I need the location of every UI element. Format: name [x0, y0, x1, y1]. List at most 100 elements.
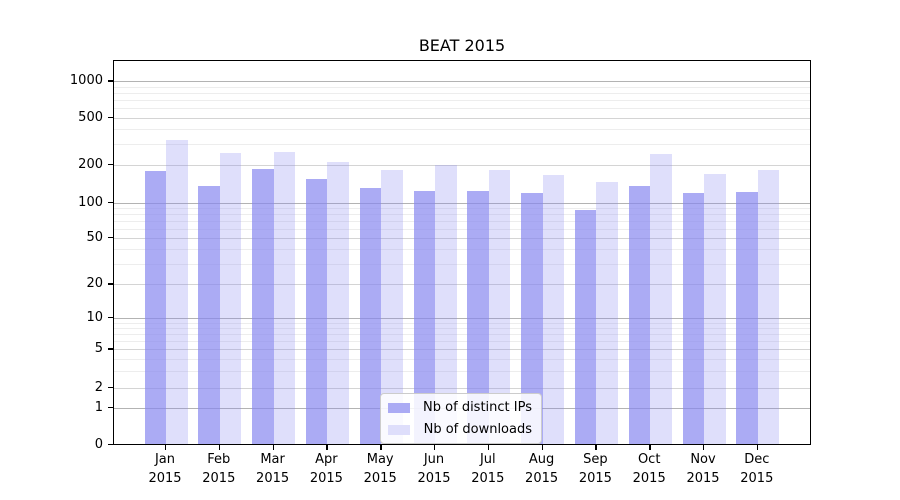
- y-tick-mark: [108, 237, 113, 239]
- x-tick-mark: [649, 445, 651, 450]
- x-tick-label: Jun 2015: [417, 452, 451, 486]
- gridline-minor: [114, 228, 810, 230]
- y-tick-mark: [108, 163, 113, 166]
- gridline-minor: [114, 263, 810, 265]
- bar-downloads: [166, 140, 188, 444]
- gridline-major: [114, 284, 810, 286]
- bar-downloads: [757, 169, 780, 444]
- bar-distinct-ips: [467, 191, 489, 444]
- gridline-minor: [114, 86, 810, 88]
- y-tick-label: 100: [78, 195, 103, 210]
- gridline-minor: [114, 214, 810, 216]
- bar-downloads: [596, 182, 618, 444]
- gridline-major: [114, 81, 810, 83]
- gridline-major: [114, 349, 810, 351]
- x-tick-mark: [487, 445, 490, 450]
- gridline-minor: [114, 221, 810, 222]
- y-tick-label: 10: [86, 309, 103, 325]
- bar-downloads: [219, 153, 242, 444]
- bar-downloads: [542, 174, 565, 444]
- legend: Nb of distinct IPs Nb of downloads: [380, 393, 542, 444]
- x-tick-mark: [756, 445, 759, 450]
- x-tick-label: Oct 2015: [632, 452, 666, 486]
- y-tick-mark: [108, 283, 113, 285]
- gridline-major: [114, 317, 810, 319]
- y-tick-label: 5: [94, 341, 103, 357]
- x-tick-label: May 2015: [363, 452, 397, 486]
- y-tick-mark: [108, 406, 113, 409]
- x-tick-mark: [165, 445, 167, 450]
- y-tick-mark: [108, 348, 113, 350]
- y-tick-label: 50: [86, 230, 103, 245]
- x-tick-mark: [326, 445, 328, 450]
- gridline-minor: [114, 327, 810, 329]
- gridline-major: [114, 164, 810, 166]
- x-tick-label: Aug 2015: [525, 452, 559, 486]
- x-tick-label: Nov 2015: [686, 452, 720, 486]
- gridline-minor: [114, 208, 810, 210]
- x-tick-mark: [595, 445, 597, 450]
- x-tick-label: Jan 2015: [148, 452, 182, 486]
- x-tick-mark: [218, 445, 221, 450]
- bar-distinct-ips: [252, 169, 274, 444]
- y-tick-label: 2: [94, 379, 103, 395]
- x-tick-label: Feb 2015: [202, 452, 236, 486]
- y-tick-mark: [108, 444, 113, 446]
- gridline-minor: [114, 144, 810, 145]
- bar-distinct-ips: [521, 193, 543, 444]
- bar-distinct-ips: [144, 170, 166, 444]
- legend-item: Nb of downloads: [388, 422, 532, 437]
- y-tick-mark: [108, 202, 113, 204]
- bar-distinct-ips: [305, 178, 328, 444]
- gridline-minor: [114, 322, 810, 324]
- gridline-minor: [114, 334, 810, 335]
- x-tick-label: Apr 2015: [309, 452, 343, 486]
- y-tick-label: 0: [94, 437, 103, 452]
- x-tick-mark: [703, 445, 705, 450]
- legend-label: Nb of downloads: [423, 422, 532, 437]
- bar-distinct-ips: [359, 188, 382, 444]
- bar-downloads: [435, 164, 457, 444]
- y-tick-label: 1: [94, 399, 103, 415]
- x-tick-mark: [434, 445, 436, 450]
- bar-distinct-ips: [574, 209, 597, 444]
- y-tick-label: 1000: [69, 73, 103, 89]
- gridline-minor: [114, 93, 810, 95]
- y-tick-mark: [108, 316, 113, 319]
- bar-distinct-ips: [628, 185, 651, 444]
- gridline-minor: [114, 370, 810, 372]
- bar-distinct-ips: [413, 190, 435, 444]
- gridline-minor: [114, 341, 810, 342]
- x-tick-label: Jul 2015: [471, 452, 505, 486]
- gridline-minor: [114, 129, 810, 131]
- x-tick-mark: [380, 445, 382, 450]
- gridline-minor: [114, 100, 810, 102]
- legend-swatch-distinct-ips: [388, 402, 410, 413]
- gridline-major: [114, 118, 810, 119]
- bar-distinct-ips: [198, 186, 220, 444]
- gridline-minor: [114, 249, 810, 251]
- y-tick-mark: [108, 386, 113, 389]
- y-tick-label: 20: [86, 276, 103, 292]
- chart-title: BEAT 2015: [418, 36, 506, 55]
- legend-item: Nb of distinct IPs: [388, 400, 532, 415]
- y-tick-label: 500: [78, 110, 103, 125]
- x-tick-mark: [541, 445, 543, 450]
- bar-downloads: [704, 173, 726, 444]
- gridline-major: [114, 203, 810, 204]
- x-tick-label: Dec 2015: [740, 452, 774, 486]
- legend-swatch-downloads: [388, 424, 410, 435]
- x-tick-mark: [272, 445, 274, 450]
- bar-downloads: [327, 162, 349, 444]
- y-tick-mark: [108, 80, 113, 82]
- y-tick-mark: [108, 117, 113, 119]
- plot-area: Nb of distinct IPs Nb of downloads: [113, 60, 811, 445]
- gridline-major: [114, 238, 810, 239]
- gridline-major: [114, 387, 810, 389]
- bar-distinct-ips: [736, 191, 758, 444]
- x-tick-label: Sep 2015: [578, 452, 612, 486]
- bar-distinct-ips: [682, 193, 704, 444]
- gridline-minor: [114, 108, 810, 110]
- bar-downloads: [488, 170, 511, 444]
- x-tick-label: Mar 2015: [256, 452, 290, 486]
